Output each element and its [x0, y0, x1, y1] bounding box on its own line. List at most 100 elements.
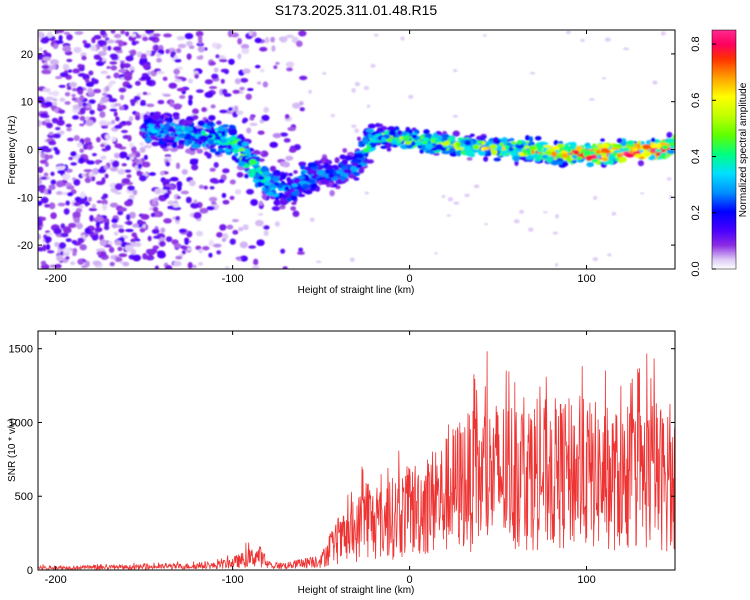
snr-chart: -200 -100 0 100 0 500 1000 1500 Height of stra…	[7, 330, 676, 596]
spectrogram-blob	[99, 100, 104, 106]
spectrogram-blob	[88, 92, 95, 96]
snr-frame	[37, 330, 676, 571]
spectrogram-blob	[54, 241, 60, 248]
spectrogram-blob	[552, 231, 558, 235]
spectrogram-blob	[175, 255, 183, 260]
spectrogram-blob	[343, 169, 352, 174]
spectrogram-blob	[170, 51, 176, 57]
spectrogram-blob	[148, 36, 157, 41]
spectrogram-blob	[207, 134, 213, 139]
spectrogram-y-tick-label: 10	[21, 97, 33, 109]
spectrogram-blob	[144, 137, 153, 143]
spectrogram-blob	[190, 202, 200, 209]
spectrogram-blob	[195, 89, 204, 94]
spectrogram-blob	[38, 47, 43, 51]
snr-series-line	[38, 351, 675, 570]
spectrogram-blob	[104, 221, 110, 227]
spectrogram-blob	[66, 34, 73, 41]
spectrogram-blob	[53, 108, 59, 113]
spectrogram-blob	[543, 211, 548, 214]
spectrogram-blob	[528, 227, 534, 232]
spectrogram-blob	[44, 118, 51, 123]
spectrogram-blob	[525, 134, 530, 141]
spectrogram-blob	[453, 69, 458, 73]
spectrogram-blob	[40, 176, 48, 180]
spectrogram-blob	[472, 144, 480, 150]
spectrogram-blob	[465, 150, 474, 157]
spectrogram-blob	[109, 108, 118, 112]
spectrogram-blob	[211, 139, 221, 144]
spectrogram-blob	[273, 199, 281, 206]
spectrogram-blob	[571, 159, 577, 164]
spectrogram-blob	[273, 65, 278, 70]
spectrogram-blob	[143, 113, 149, 120]
spectrogram-blob	[240, 43, 250, 50]
spectrogram-blob	[464, 193, 470, 198]
spectrogram-blob	[370, 63, 376, 68]
spectrogram-blob	[239, 86, 245, 91]
spectrogram-blob	[464, 140, 471, 146]
spectrogram-blob	[211, 201, 217, 205]
spectrogram-blob	[139, 174, 147, 182]
spectrogram-blob	[601, 157, 609, 162]
spectrogram-blob	[209, 167, 216, 172]
spectrogram-blob	[66, 58, 73, 63]
spectrogram-blob	[381, 136, 387, 143]
spectrogram-blob	[456, 150, 462, 157]
spectrogram-blob	[397, 130, 403, 136]
spectrogram-blob	[328, 181, 334, 187]
spectrogram-blob	[66, 127, 72, 132]
spectrogram-blob	[195, 230, 204, 237]
spectrogram-blob	[246, 127, 252, 134]
spectrogram-blob	[517, 139, 522, 145]
spectrogram-blob	[109, 202, 119, 208]
spectrogram-blob	[239, 241, 248, 249]
snr-x-tick-label: -200	[45, 574, 67, 586]
spectrogram-blob	[513, 219, 520, 224]
spectrogram-blob	[308, 179, 316, 183]
spectrogram-blob	[113, 152, 121, 159]
spectrogram-blob	[113, 72, 120, 79]
spectrogram-blob	[72, 251, 77, 257]
spectrogram-blob	[328, 173, 335, 178]
spectrogram-blob	[376, 123, 384, 127]
spectrogram-blob	[238, 226, 244, 232]
spectrogram-blob	[97, 50, 107, 57]
spectrogram-blob	[349, 173, 355, 179]
snr-y-tick-label: 0	[27, 565, 33, 577]
spectrogram-blob	[140, 53, 147, 59]
spectrogram-blob	[114, 240, 122, 246]
spectrogram-blob	[242, 68, 251, 74]
spectrogram-blob	[365, 159, 375, 164]
spectrogram-blob	[84, 227, 91, 235]
spectrogram-blob	[49, 59, 59, 66]
spectrogram-blob	[558, 143, 565, 148]
spectrogram-blob	[101, 92, 108, 97]
spectrogram-blob	[512, 143, 517, 148]
snr-x-tick-label: 0	[407, 574, 413, 586]
spectrogram-blob	[109, 261, 115, 267]
spectrogram-blob	[175, 130, 183, 135]
spectrogram-blob	[88, 207, 98, 212]
spectrogram-blob	[248, 159, 257, 166]
spectrogram-blob	[38, 119, 42, 127]
spectrogram-blob	[81, 265, 88, 269]
spectrogram-blob	[204, 91, 214, 98]
spectrogram-blob	[52, 133, 61, 139]
spectrogram-blob	[473, 184, 480, 189]
spectrogram-blob	[125, 31, 130, 37]
spectrogram-blob	[128, 142, 135, 148]
spectrogram-blob	[100, 155, 107, 160]
spectrogram-blob	[104, 173, 109, 179]
spectrogram-blob	[59, 130, 65, 135]
spectrogram-blob	[89, 44, 98, 52]
spectrogram-blob	[164, 154, 172, 158]
snr-y-ticks: 0 500 1000 1500	[9, 344, 675, 577]
spectrogram-blob	[47, 250, 55, 254]
spectrogram-blob	[280, 200, 289, 205]
colorbar-tick-label: 0.2	[690, 205, 702, 220]
spectrogram-blob	[250, 168, 257, 175]
spectrogram-blob	[100, 251, 107, 258]
spectrogram-blob	[604, 37, 611, 42]
spectrogram-blob	[38, 149, 42, 154]
